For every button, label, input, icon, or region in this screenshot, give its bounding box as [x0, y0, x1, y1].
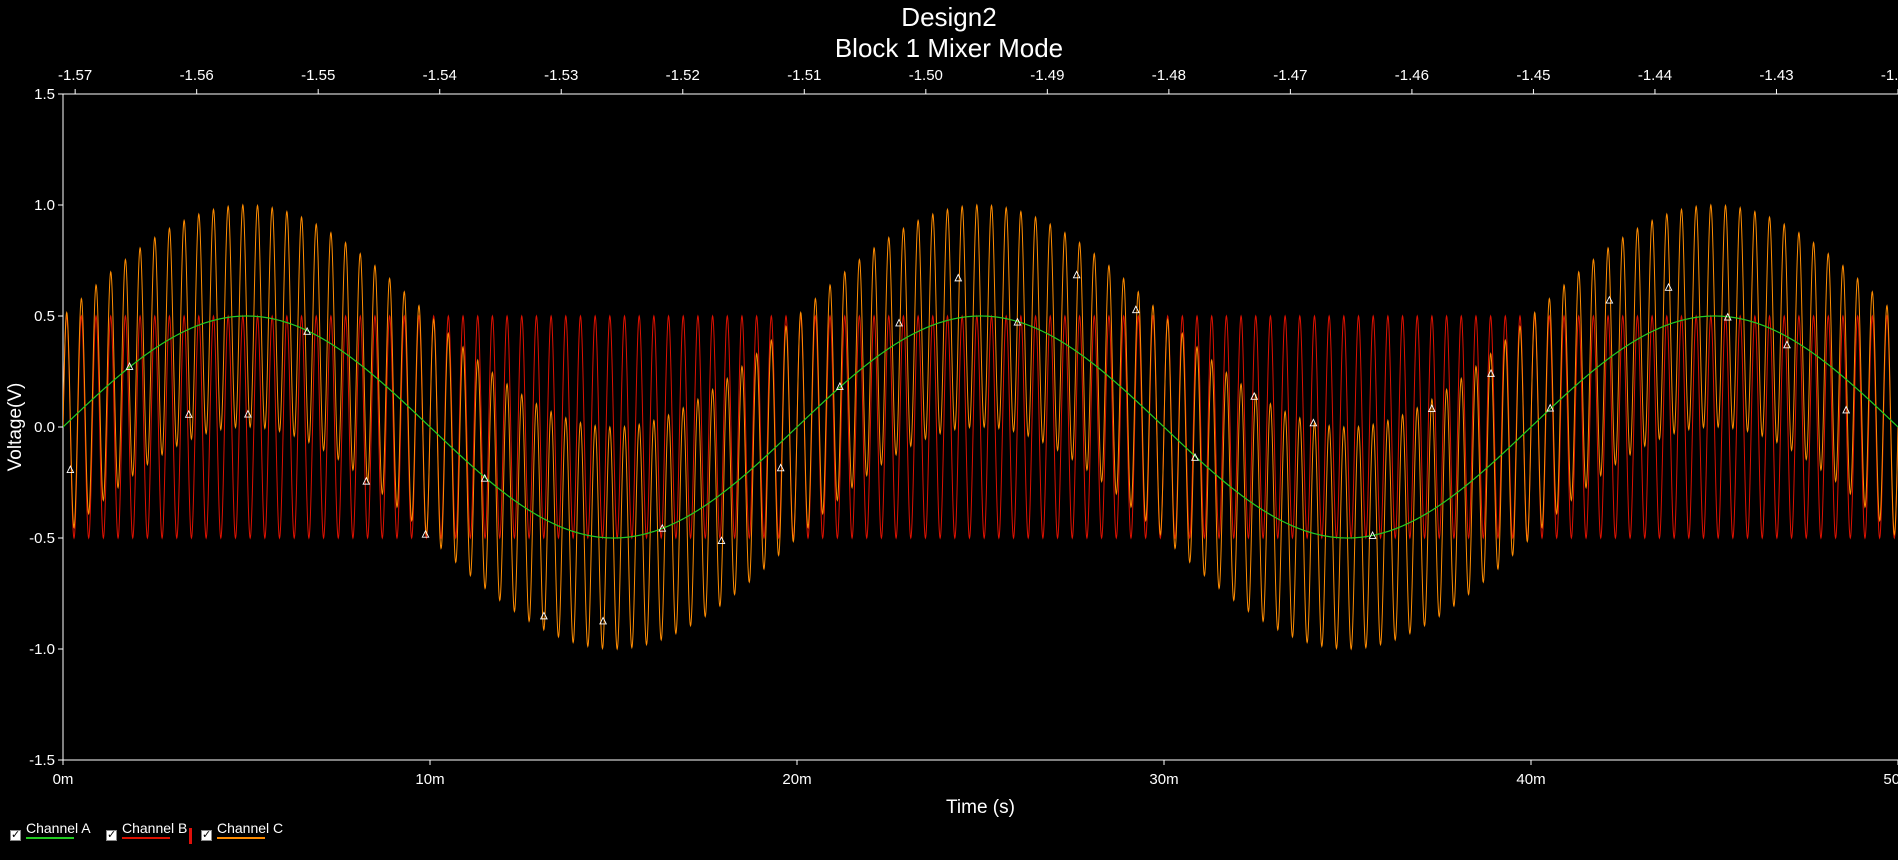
- series-marker: [1013, 317, 1022, 326]
- channel-c-swatch: [217, 837, 265, 839]
- y-tick-label: 0.0: [34, 419, 55, 436]
- series-marker: [835, 382, 844, 390]
- series-marker: [66, 465, 75, 474]
- top-tick-label: -1.47: [1273, 67, 1307, 84]
- channel-b-swatch: [122, 837, 170, 839]
- top-tick-label: -1.54: [423, 67, 457, 84]
- series-group: [63, 203, 1898, 651]
- top-tick-label: -1.51: [787, 67, 821, 84]
- top-tick-label: -1.46: [1395, 67, 1429, 84]
- series-marker: [1427, 404, 1436, 412]
- series-marker: [599, 616, 608, 625]
- series-marker: [1487, 368, 1495, 377]
- series-marker: [303, 326, 312, 335]
- series-marker: [1072, 270, 1081, 279]
- series-marker: [1309, 418, 1318, 427]
- series-marker: [1605, 295, 1614, 304]
- x-tick-label: 0m: [53, 771, 74, 788]
- y-axis-label: Voltage(V): [5, 383, 26, 472]
- y-tick-label: 1.5: [34, 86, 55, 103]
- series-marker: [1783, 340, 1791, 349]
- series-marker: [717, 536, 726, 545]
- top-tick-label: -1.55: [301, 67, 335, 84]
- x-tick-label: 40m: [1516, 771, 1545, 788]
- top-tick-label: -1.52: [666, 67, 700, 84]
- x-tick-label: 30m: [1149, 771, 1178, 788]
- top-tick-label: -1.50: [909, 67, 943, 84]
- series-marker: [125, 362, 134, 370]
- y-tick-label: 0.5: [34, 308, 55, 325]
- series-marker: [480, 473, 489, 482]
- x-axis-label: Time (s): [946, 797, 1015, 818]
- chart-subtitle: Block 1 Mixer Mode: [834, 33, 1064, 63]
- series-marker: [658, 523, 667, 532]
- series-marker: [1368, 531, 1377, 539]
- series-marker: [1842, 405, 1851, 414]
- series-marker: [243, 409, 252, 418]
- series-marker: [1250, 391, 1259, 400]
- top-tick-label: -1.53: [544, 67, 578, 84]
- selected-channel-marker: [189, 828, 192, 844]
- channel-c-checkbox[interactable]: [201, 828, 212, 841]
- top-tick-label: -1.45: [1516, 67, 1550, 84]
- y-tick-label: -1.5: [29, 752, 55, 769]
- series-marker: [539, 611, 548, 620]
- channel-b-checkbox[interactable]: [106, 828, 117, 841]
- series-marker: [1131, 305, 1140, 314]
- top-tick-label: -1.56: [180, 67, 214, 84]
- y-tick-label: -1.0: [29, 641, 55, 658]
- channel-c-label: Channel C: [217, 820, 284, 836]
- series-marker: [895, 318, 903, 327]
- channel-b-trace: [63, 314, 1898, 540]
- series-marker: [184, 409, 193, 418]
- channel-a-trace: [63, 315, 1898, 539]
- y-tick-label: 1.0: [34, 197, 55, 214]
- chart-title: Design2: [901, 2, 997, 32]
- top-tick-label: -1.49: [1030, 67, 1064, 84]
- series-marker: [954, 273, 963, 282]
- x-tick-label: 10m: [415, 771, 444, 788]
- series-marker: [421, 529, 430, 538]
- channel-a-swatch: [26, 837, 74, 839]
- top-tick-label: -1.43: [1759, 67, 1793, 84]
- top-tick-label: -1.57: [58, 67, 92, 84]
- top-tick-label: -1.42: [1881, 67, 1898, 84]
- x-tick-label: 50m: [1883, 771, 1898, 788]
- y-tick-label: -0.5: [29, 530, 55, 547]
- channel-b-label: Channel B: [122, 820, 188, 836]
- channel-a-label: Channel A: [26, 820, 91, 836]
- series-marker: [1546, 403, 1555, 412]
- channel-a-checkbox[interactable]: [10, 828, 21, 841]
- series-marker: [1664, 282, 1673, 291]
- top-tick-label: -1.48: [1152, 67, 1186, 84]
- series-marker: [776, 463, 785, 472]
- series-marker: [1723, 312, 1732, 321]
- x-tick-label: 20m: [782, 771, 811, 788]
- series-marker: [362, 476, 371, 485]
- series-marker: [1191, 452, 1199, 461]
- top-tick-label: -1.44: [1638, 67, 1672, 84]
